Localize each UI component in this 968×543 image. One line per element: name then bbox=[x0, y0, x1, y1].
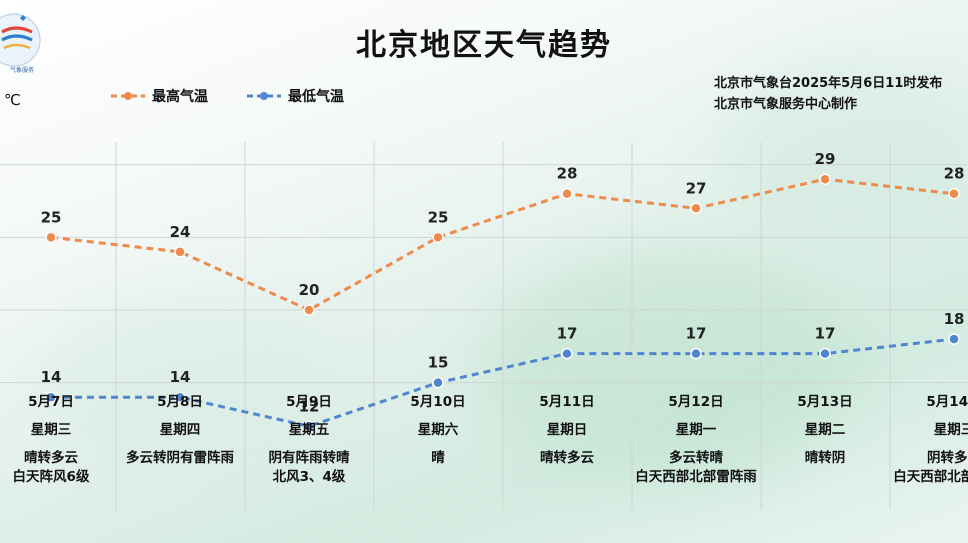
day-weekday: 星期三 bbox=[30, 422, 72, 438]
unit-label: ℃ bbox=[4, 91, 21, 109]
data-point-high bbox=[174, 246, 186, 258]
day-weather: 阴转多云 bbox=[927, 450, 968, 466]
svg-text:气象服务: 气象服务 bbox=[10, 66, 34, 74]
series-line-high bbox=[50, 177, 955, 312]
data-point-high bbox=[303, 304, 315, 316]
data-label-low: 17 bbox=[815, 325, 836, 343]
day-weather: 晴转多云 bbox=[540, 450, 594, 466]
page-title: 北京地区天气趋势 bbox=[356, 28, 612, 63]
data-point-low bbox=[45, 391, 57, 403]
day-date: 5月13日 bbox=[797, 394, 853, 410]
data-label-low: 14 bbox=[170, 368, 191, 386]
data-label-low: 18 bbox=[944, 310, 965, 328]
day-extra: 白天阵风6级 bbox=[12, 469, 90, 485]
data-point-low bbox=[303, 420, 315, 433]
day-weekday: 星期四 bbox=[159, 422, 201, 438]
day-weekday: 星期二 bbox=[804, 422, 846, 438]
data-label-high: 20 bbox=[299, 281, 320, 299]
data-point-low bbox=[432, 376, 444, 389]
data-label-low: 17 bbox=[557, 325, 578, 343]
day-date: 5月14日 bbox=[926, 394, 968, 410]
data-point-high bbox=[948, 187, 960, 200]
data-label-high: 25 bbox=[41, 208, 62, 226]
day-date: 5月10日 bbox=[410, 394, 466, 410]
day-weekday: 星期一 bbox=[675, 422, 717, 438]
legend-low-swatch bbox=[247, 92, 281, 100]
data-label-high: 28 bbox=[557, 165, 578, 183]
day-date: 5月11日 bbox=[539, 394, 595, 410]
data-label-high: 24 bbox=[170, 223, 191, 241]
day-weather: 阴有阵雨转晴 bbox=[268, 450, 350, 466]
issuer-info: 北京市气象台2025年5月6日11时发布 北京市气象服务中心制作 bbox=[714, 73, 942, 115]
issuer-line-2: 北京市气象服务中心制作 bbox=[714, 97, 858, 112]
data-point-low bbox=[174, 391, 186, 403]
day-weather: 晴转阴 bbox=[804, 450, 846, 466]
day-extra: 白天西部北部雷阵雨 bbox=[893, 469, 968, 485]
legend-high-swatch bbox=[111, 92, 145, 100]
day-column: 5月9日星期五阴有阵雨转晴 北风3、4级 bbox=[245, 393, 374, 487]
day-extra: 白天西部北部雷阵雨 bbox=[635, 469, 757, 485]
day-column: 5月11日星期日晴转多云 bbox=[503, 393, 632, 468]
day-weather: 多云转阴有雷阵雨 bbox=[126, 450, 234, 466]
data-point-high bbox=[561, 187, 573, 200]
legend-low-label: 最低气温 bbox=[288, 89, 344, 105]
day-column: 5月10日星期六晴 bbox=[374, 393, 503, 468]
day-weekday: 星期日 bbox=[546, 422, 588, 438]
data-point-high bbox=[819, 173, 831, 185]
day-column: 5月7日星期三晴转多云白天阵风6级 bbox=[0, 393, 116, 487]
data-point-low bbox=[819, 347, 831, 360]
data-point-high bbox=[690, 202, 702, 215]
data-point-low bbox=[561, 347, 573, 360]
data-label-low: 15 bbox=[428, 354, 449, 372]
issuer-line-1: 北京市气象台2025年5月6日11时发布 bbox=[714, 76, 943, 91]
data-label-low: 12 bbox=[299, 397, 320, 415]
data-label-low: 14 bbox=[41, 368, 62, 386]
day-date: 5月12日 bbox=[668, 394, 724, 410]
day-extra: 北风3、4级 bbox=[272, 469, 346, 485]
day-column: 5月8日星期四多云转阴有雷阵雨 bbox=[116, 393, 245, 468]
day-weekday: 星期六 bbox=[417, 422, 459, 438]
meteorological-logo: 气象服务 bbox=[0, 13, 41, 74]
data-label-high: 28 bbox=[944, 165, 965, 183]
day-weekday: 星期三 bbox=[933, 422, 968, 438]
data-label-high: 29 bbox=[815, 150, 836, 168]
legend-high-label: 最高气温 bbox=[152, 89, 208, 105]
legend-high: 最高气温 bbox=[110, 87, 208, 105]
data-label-high: 27 bbox=[686, 179, 707, 197]
data-point-high bbox=[432, 231, 444, 244]
data-point-low bbox=[690, 347, 702, 360]
day-weather: 晴转多云 bbox=[24, 450, 78, 466]
day-weather: 晴 bbox=[431, 450, 445, 466]
day-date: 5月8日 bbox=[157, 394, 203, 410]
day-column: 5月13日星期二晴转阴 bbox=[761, 393, 890, 468]
legend-low: 最低气温 bbox=[246, 87, 344, 105]
day-column: 5月14日星期三阴转多云白天西部北部雷阵雨 bbox=[890, 393, 968, 487]
data-point-high bbox=[45, 231, 57, 244]
day-weekday: 星期五 bbox=[288, 422, 330, 438]
data-label-low: 17 bbox=[686, 325, 707, 343]
day-date: 5月7日 bbox=[28, 394, 74, 410]
data-point-low bbox=[948, 333, 960, 345]
day-date: 5月9日 bbox=[286, 394, 332, 410]
data-label-high: 25 bbox=[428, 208, 449, 226]
day-weather: 多云转晴 bbox=[669, 450, 723, 466]
day-column: 5月12日星期一多云转晴白天西部北部雷阵雨 bbox=[632, 393, 761, 487]
